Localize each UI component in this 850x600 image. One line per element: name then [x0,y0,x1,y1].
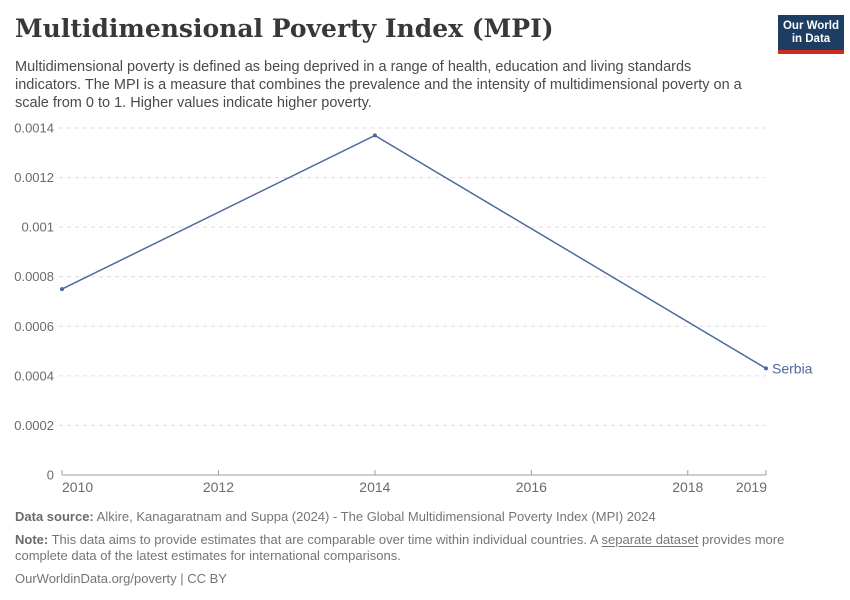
chart-subtitle: Multidimensional poverty is defined as b… [15,59,742,111]
x-tick-label: 2018 [672,479,703,495]
line-chart-svg: 0 0.0002 0.0004 0.0006 0.0008 0.001 0.0012 0.00… [14,121,813,496]
y-tick-label: 0.0002 [14,418,54,433]
owid-logo[interactable]: Our World in Data [778,15,844,54]
y-tick-label: 0.0008 [14,269,54,284]
data-source-label: Data source: [15,509,94,524]
license-link[interactable]: OurWorldinData.org/poverty | CC BY [15,570,227,586]
data-point [372,133,377,138]
x-tick-label: 2016 [516,479,547,495]
y-tick-label: 0.0006 [14,319,54,334]
license-line: OurWorldinData.org/poverty | CC BY [15,571,807,588]
note-label: Note: [15,531,49,547]
x-tick-label: 2019 [736,479,767,495]
note-text-after: provides more complete data of the lates… [15,531,785,564]
y-tick-label: 0.001 [21,220,54,235]
y-tick-label: 0.0004 [14,368,54,383]
y-tick-label: 0.0014 [14,121,54,136]
page-title: Multidimensional Poverty Index (MPI) [15,14,554,43]
chart-footer: Data source: Alkire, Kanagaratnam and Su… [15,509,807,593]
data-point [60,287,64,292]
x-tick-label: 2012 [203,479,234,495]
data-source-line: Data source: Alkire, Kanagaratnam and Su… [15,509,807,526]
data-source-text: Alkire, Kanagaratnam and Suppa (2024) - … [96,509,656,524]
note-text-before: This data aims to provide estimates that… [51,531,602,547]
x-tick-label: 2014 [359,479,390,495]
chart-area: 0 0.0002 0.0004 0.0006 0.0008 0.001 0.0012 0.00… [0,115,850,507]
serbia-line [61,134,767,370]
owid-logo-line2: in Data [791,33,831,45]
y-tick-label: 0 [47,468,54,483]
data-point [764,366,768,371]
y-tick-label: 0.0012 [14,170,54,185]
serbia-series-label: Serbia [772,360,813,376]
separate-dataset-link[interactable]: separate dataset [601,531,699,547]
x-tick-label: 2010 [62,479,93,495]
note-line: Note: This data aims to provide estimate… [15,532,807,565]
owid-logo-line1: Our World [782,20,839,32]
